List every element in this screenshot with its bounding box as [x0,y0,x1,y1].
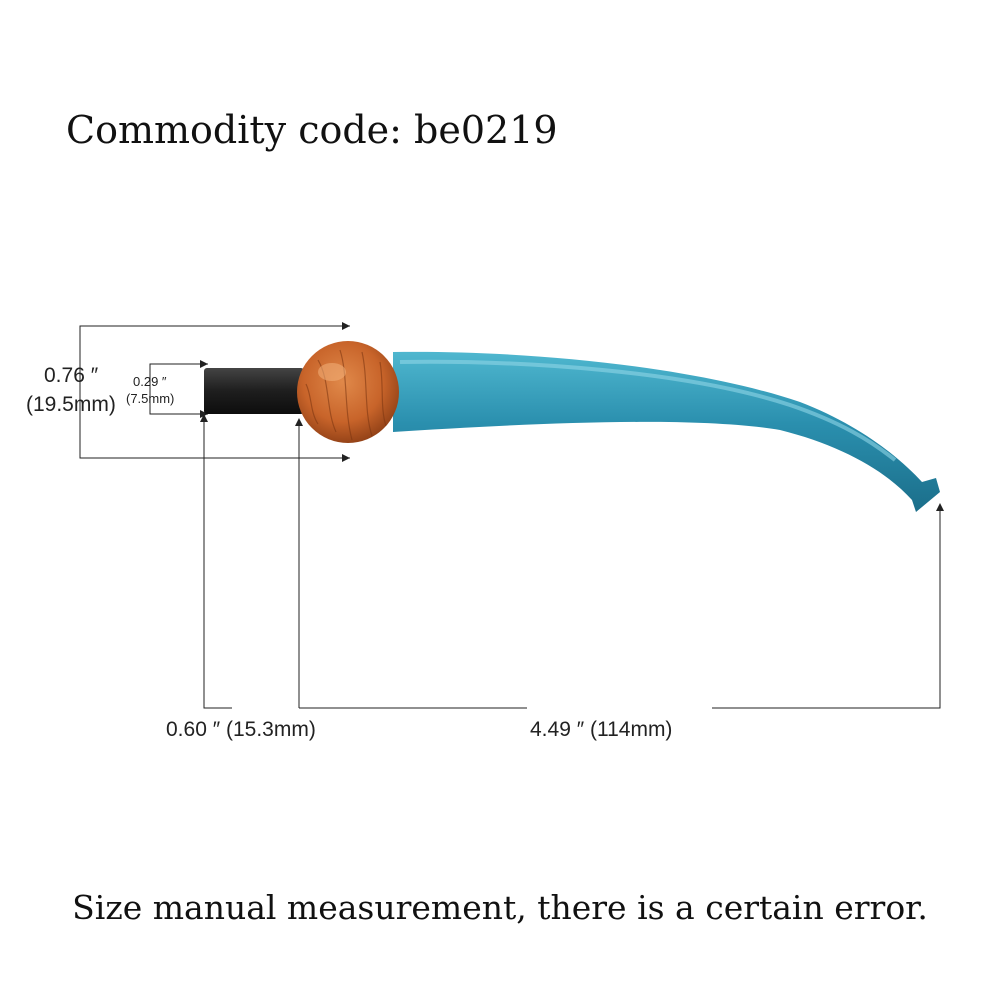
tenon-length-bracket-left [203,416,232,709]
tenon-diameter-bracket [149,363,208,415]
stem [393,351,940,512]
arrow-head [200,414,208,422]
wood-ball [297,341,399,443]
arrow-head [342,322,350,330]
bowl-diameter-inches: 0.76 ″ [44,364,99,387]
bowl-diameter-mm: (19.5mm) [26,393,116,416]
arrow-head [342,454,350,462]
tenon-diameter-inches: 0.29 ″ [133,374,167,389]
bowl-diameter-bracket [79,325,350,459]
wood-grain [305,349,387,441]
measurement-disclaimer: Size manual measurement, there is a cert… [72,888,928,927]
arrow-head [295,418,303,426]
dimension-arrows [200,322,944,511]
arrow-head [936,503,944,511]
stem-length-label: 4.49 ″ (114mm) [530,718,673,741]
tenon-length-label: 0.60 ″ (15.3mm) [166,718,316,741]
dimension-lines [79,325,941,709]
tenon-diameter-mm: (7.5mm) [126,391,175,406]
tenon [204,368,304,414]
arrow-head [200,360,208,368]
stem-length-bracket-right [712,505,941,709]
stem-highlight [399,359,897,462]
commodity-code-title: Commodity code: be0219 [66,108,558,152]
wood-highlight [318,363,346,381]
